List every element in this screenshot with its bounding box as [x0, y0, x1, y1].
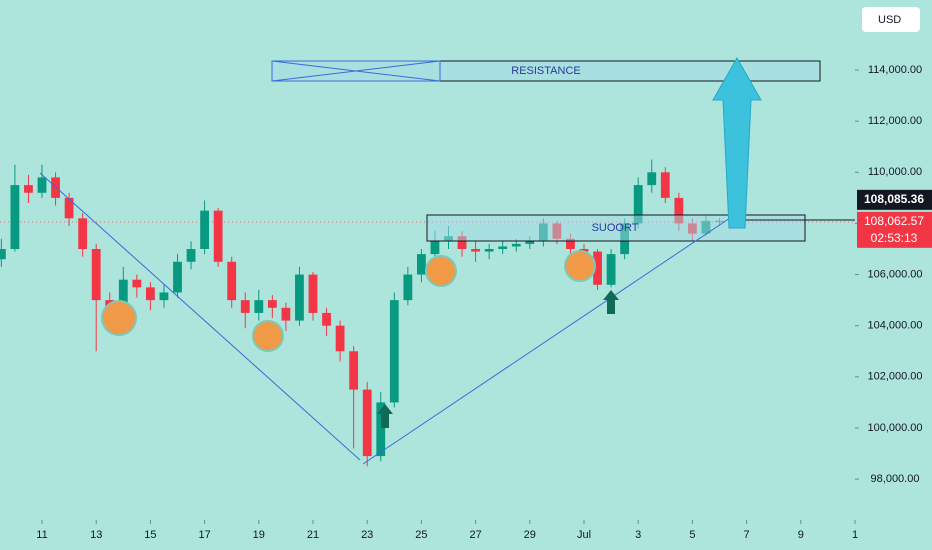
- y-tick-label: 110,000.00: [868, 166, 922, 178]
- candle-body: [78, 218, 88, 250]
- x-tick-label: 21: [307, 529, 319, 541]
- marker-circle: [101, 300, 137, 336]
- candle-body: [389, 300, 399, 403]
- trend-line: [39, 172, 361, 461]
- y-tick-label: 112,000.00: [868, 115, 922, 127]
- candle-body: [173, 261, 182, 293]
- candle-body: [484, 249, 494, 252]
- candle-body: [416, 254, 426, 275]
- x-tick-label: 7: [744, 529, 750, 541]
- candle-body: [200, 210, 210, 250]
- candle-body: [647, 172, 657, 186]
- candle-body: [281, 307, 291, 321]
- candle-body: [498, 246, 508, 250]
- candle-body: [376, 402, 386, 457]
- candle-body: [511, 243, 521, 247]
- candle-body: [322, 312, 331, 326]
- x-tick-label: 11: [36, 529, 47, 541]
- candle-body: [403, 274, 413, 301]
- x-tick-label: 17: [198, 529, 210, 541]
- y-tick-label: 104,000.00: [867, 320, 922, 332]
- candle-body: [606, 254, 616, 285]
- candle-body: [254, 300, 264, 313]
- target-arrow: [712, 56, 762, 229]
- price-label: 108,085.36: [864, 192, 924, 206]
- resistance-cross-box: [271, 60, 441, 82]
- candle-body: [349, 351, 359, 390]
- marker-circle: [425, 255, 457, 287]
- x-tick-label: 13: [90, 529, 102, 541]
- x-tick-label: 27: [469, 529, 481, 541]
- candle-body: [91, 249, 101, 301]
- candle-body: [10, 185, 20, 250]
- candle-body: [633, 185, 643, 224]
- circles: [101, 250, 596, 352]
- x-tick-label: 29: [524, 529, 536, 541]
- x-tick-label: 15: [144, 529, 156, 541]
- candle-body: [362, 389, 372, 457]
- x-tick-label: 5: [689, 529, 695, 541]
- price-label-box: [857, 189, 932, 210]
- x-tick-label: 25: [415, 529, 427, 541]
- y-tick-label: 102,000.00: [867, 371, 922, 383]
- candle-body: [186, 249, 196, 262]
- candle-body: [674, 197, 684, 224]
- resistance-label: RESISTANCE: [511, 65, 580, 77]
- candle-body: [37, 177, 47, 193]
- candle-body: [660, 172, 670, 198]
- up-arrow: [377, 404, 393, 428]
- y-tick-label: 100,000.00: [867, 422, 922, 434]
- candle-body: [159, 292, 169, 301]
- candle-body: [471, 249, 481, 252]
- trend-line: [362, 217, 731, 465]
- up-arrow: [603, 290, 619, 314]
- currency[interactable]: USD: [878, 14, 901, 26]
- price-label-box: [857, 211, 932, 248]
- y-tick-label: 106,000.00: [867, 268, 922, 280]
- candle-body: [579, 249, 589, 252]
- marker-circle: [252, 320, 284, 352]
- candle-body: [132, 279, 142, 288]
- candle-body: [64, 197, 74, 219]
- candle-body: [308, 274, 318, 313]
- price-label: 108,062.57: [864, 214, 924, 228]
- candle-body: [240, 300, 250, 313]
- x-tick-label: 19: [253, 529, 265, 541]
- y-tick-label: 98,000.00: [871, 473, 920, 485]
- candle-body: [566, 238, 575, 250]
- cross-line: [271, 60, 441, 82]
- candle-body: [430, 241, 440, 255]
- candle-body: [267, 300, 277, 308]
- candle-body: [227, 261, 237, 301]
- countdown: 02:53:13: [871, 231, 918, 245]
- candle-body: [457, 236, 467, 250]
- candles: [0, 159, 738, 467]
- candle-body: [51, 177, 60, 198]
- candle-body: [0, 249, 6, 260]
- candle-body: [335, 325, 345, 352]
- candle-body: [295, 274, 304, 321]
- candle-body: [24, 185, 33, 193]
- x-tick-label: 3: [635, 529, 641, 541]
- candle-body: [593, 251, 602, 285]
- currency-button[interactable]: [862, 7, 920, 32]
- x-tick-label: 1: [852, 529, 858, 541]
- support-label: SUOORT: [592, 222, 639, 234]
- axes: 98,000.00 100,000.00 102,000.00 104,000.00 1…: [36, 64, 932, 541]
- x-tick-label: Jul: [577, 529, 591, 541]
- candle-body: [118, 279, 128, 313]
- marker-circle: [564, 250, 596, 282]
- candle-body: [213, 210, 223, 262]
- candle-body: [525, 241, 535, 244]
- x-tick-label: 23: [361, 529, 373, 541]
- y-tick-label: 114,000.00: [868, 64, 922, 76]
- x-tick-label: 9: [798, 529, 804, 541]
- candle-body: [146, 287, 155, 301]
